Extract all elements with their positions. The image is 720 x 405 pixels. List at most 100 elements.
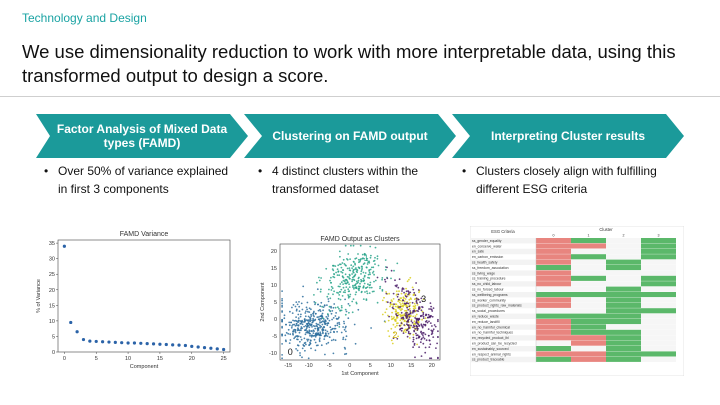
cluster-point bbox=[437, 330, 439, 333]
x-tick-label: 0 bbox=[63, 356, 66, 362]
cluster-point bbox=[326, 335, 329, 337]
cluster-point bbox=[317, 309, 320, 312]
table-cell bbox=[571, 313, 606, 319]
x-tick-label: 15 bbox=[157, 356, 163, 362]
table-cell bbox=[641, 308, 676, 314]
famd-clusters-chart: FAMD Output as Clusters -15 -10 -5 0 5 10 15 20-… bbox=[258, 234, 448, 384]
cluster-point bbox=[404, 309, 406, 312]
cluster-point bbox=[321, 327, 324, 329]
table-cell bbox=[571, 351, 606, 357]
cluster-point bbox=[340, 266, 343, 269]
cluster-point bbox=[422, 332, 425, 334]
cluster-point bbox=[415, 300, 418, 303]
cluster-point bbox=[349, 274, 351, 277]
cluster-point bbox=[379, 285, 382, 288]
cluster-point bbox=[413, 298, 416, 301]
cluster-point bbox=[437, 357, 439, 360]
cluster-label-3: 3 bbox=[421, 294, 426, 304]
cluster-point bbox=[331, 310, 334, 312]
cluster-point bbox=[357, 281, 359, 284]
cluster-point bbox=[361, 257, 364, 260]
cluster-point bbox=[312, 312, 314, 315]
cluster-point bbox=[312, 314, 315, 316]
cluster-point bbox=[398, 301, 401, 304]
cluster-point bbox=[314, 303, 316, 306]
cluster-point bbox=[330, 285, 333, 288]
cluster-point bbox=[334, 315, 337, 317]
table-cell bbox=[571, 281, 606, 287]
cluster-point bbox=[336, 268, 339, 271]
cluster-point bbox=[320, 321, 323, 324]
cluster-point bbox=[430, 329, 433, 332]
cluster-point bbox=[346, 267, 349, 270]
cluster-point bbox=[321, 323, 324, 326]
cluster-point bbox=[352, 260, 355, 263]
cluster-point bbox=[326, 313, 329, 315]
cluster-point bbox=[372, 270, 375, 273]
cluster-point bbox=[332, 338, 335, 341]
cluster-point bbox=[398, 278, 401, 281]
cluster-point bbox=[312, 325, 315, 327]
cluster-point bbox=[409, 297, 412, 300]
cluster-point bbox=[297, 324, 300, 326]
table-cell bbox=[536, 346, 571, 352]
cluster-point bbox=[363, 282, 366, 285]
cluster-point bbox=[338, 263, 341, 266]
cluster-label-2: 2 bbox=[392, 330, 397, 340]
cluster-point bbox=[368, 271, 371, 274]
cluster-point bbox=[392, 305, 395, 308]
cluster-point bbox=[332, 275, 335, 278]
table-row-label: en_safe bbox=[472, 250, 484, 254]
cluster-point bbox=[373, 290, 375, 293]
cluster-point bbox=[420, 323, 423, 326]
cluster-point bbox=[299, 354, 301, 357]
cluster-point bbox=[417, 323, 420, 326]
x-tick-label: -5 bbox=[327, 363, 332, 369]
table-header-criteria: ESG Criteria bbox=[491, 229, 515, 234]
cluster-point bbox=[336, 318, 338, 320]
cluster-point bbox=[314, 335, 317, 338]
cluster-point bbox=[320, 334, 322, 337]
cluster-point bbox=[342, 336, 345, 339]
table-cell bbox=[571, 308, 606, 314]
table-cell bbox=[606, 297, 641, 303]
table-cell bbox=[536, 340, 571, 346]
cluster-point bbox=[373, 280, 375, 283]
table-cell bbox=[606, 259, 641, 265]
cluster-point bbox=[369, 284, 372, 286]
cluster-point bbox=[360, 290, 363, 293]
cluster-point bbox=[420, 333, 423, 335]
cluster-point bbox=[368, 292, 371, 294]
cluster-point bbox=[319, 331, 322, 334]
cluster-point bbox=[390, 327, 393, 330]
cluster-point bbox=[297, 344, 300, 347]
cluster-point bbox=[414, 307, 417, 310]
cluster-point bbox=[294, 305, 297, 308]
cluster-point bbox=[407, 308, 410, 311]
cluster-point bbox=[401, 305, 404, 308]
cluster-point bbox=[398, 324, 401, 327]
cluster-point bbox=[338, 326, 341, 328]
cluster-point bbox=[340, 288, 343, 291]
table-cell bbox=[606, 324, 641, 330]
cluster-point bbox=[433, 324, 436, 326]
cluster-point bbox=[381, 278, 383, 281]
cluster-point bbox=[384, 278, 386, 281]
cluster-point bbox=[297, 321, 300, 323]
cluster-point bbox=[339, 298, 342, 301]
table-cell bbox=[571, 243, 606, 249]
cluster-point bbox=[293, 323, 296, 326]
cluster-point bbox=[413, 322, 416, 325]
cluster-point bbox=[334, 327, 337, 330]
cluster-point bbox=[413, 320, 416, 323]
cluster-point bbox=[305, 327, 308, 330]
cluster-point bbox=[414, 315, 417, 317]
cluster-point bbox=[324, 353, 326, 356]
cluster-3 bbox=[376, 266, 439, 360]
table-cell bbox=[536, 335, 571, 341]
cluster-point bbox=[374, 246, 377, 249]
cluster-point bbox=[420, 297, 423, 300]
famd-variance-chart: FAMD Variance 0 5 10 15 20 25 0 5 10 15 20 25 30 35 Com… bbox=[34, 228, 240, 376]
cluster-point bbox=[314, 319, 316, 322]
cluster-point bbox=[344, 298, 346, 301]
